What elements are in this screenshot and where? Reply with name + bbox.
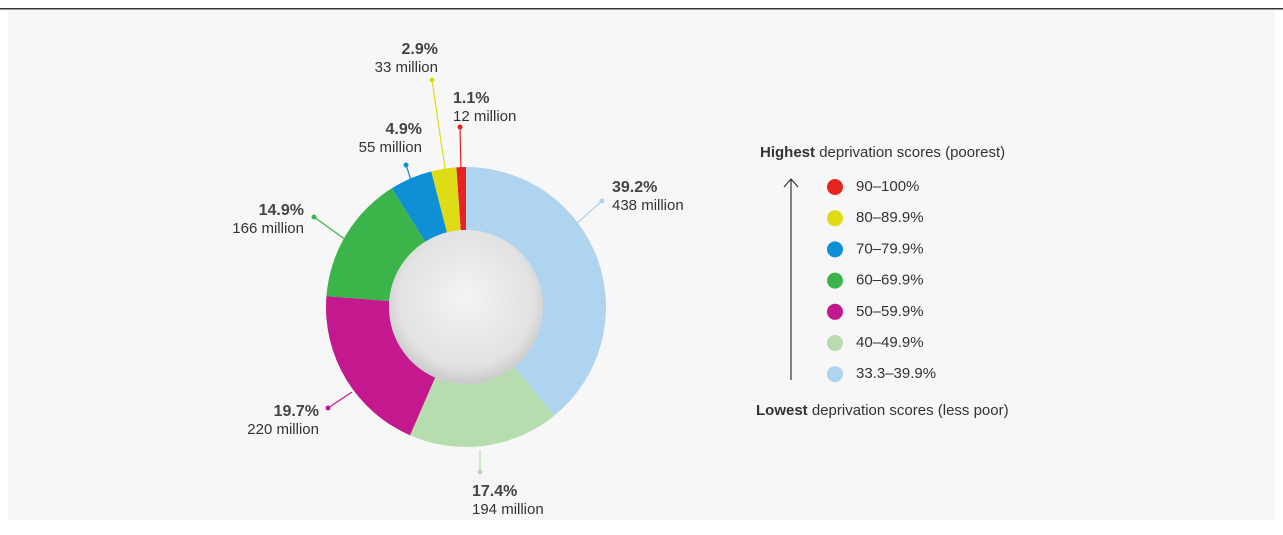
donut-hole: [389, 230, 543, 384]
donut: [325, 166, 606, 447]
donut-segment: [325, 296, 436, 436]
percent-label: 19.7%: [274, 403, 319, 420]
count-label: 55 million: [359, 139, 422, 156]
donut-segment: [431, 167, 461, 233]
percent-label: 17.4%: [472, 483, 517, 500]
legend-bottom-rest: deprivation scores (less poor): [812, 402, 1009, 419]
legend-label: 80–89.9%: [856, 209, 924, 226]
legend-label: 70–79.9%: [856, 240, 924, 257]
percent-label: 39.2%: [612, 179, 657, 196]
legend-swatch: [827, 210, 843, 227]
leader-line: [327, 391, 353, 409]
percent-label: 1.1%: [453, 90, 489, 107]
leader-dot: [325, 405, 331, 411]
leader-line: [574, 200, 603, 226]
legend-swatch: [827, 366, 843, 383]
leader-dot: [457, 124, 463, 130]
donut-segment: [466, 167, 606, 416]
leader-line: [431, 79, 448, 183]
count-label: 166 million: [232, 220, 304, 237]
legend-top: Highest deprivation scores (poorest): [760, 144, 1005, 161]
count-label: 194 million: [472, 501, 544, 518]
count-label: 33 million: [375, 59, 438, 76]
leader-dot: [477, 469, 483, 475]
count-label: 438 million: [612, 197, 684, 214]
leader-dot: [599, 198, 605, 204]
legend-arrowhead: [783, 178, 799, 188]
percent-label: 4.9%: [386, 121, 422, 138]
leader-dot: [403, 162, 409, 168]
legend-bottom-bold: Lowest: [756, 402, 808, 419]
top-rule: [0, 8, 1283, 10]
leader-line: [405, 164, 414, 187]
legend-label: 90–100%: [856, 178, 919, 195]
donut-segment: [456, 166, 466, 231]
legend-swatch: [827, 272, 843, 289]
legend-swatch: [827, 179, 843, 195]
panel: [8, 10, 1275, 520]
donut-segment: [410, 366, 555, 447]
count-label: 220 million: [247, 421, 319, 438]
legend-swatch: [827, 335, 843, 351]
donut-segment: [326, 188, 426, 302]
leader-line: [313, 216, 347, 241]
legend-swatch: [827, 303, 843, 320]
percent-label: 14.9%: [259, 202, 304, 219]
legend-top-rest: deprivation scores (poorest): [819, 144, 1005, 161]
count-label: 12 million: [453, 108, 516, 125]
legend-label: 33.3–39.9%: [856, 365, 936, 382]
legend-label: 50–59.9%: [856, 303, 924, 320]
donut-segment: [391, 171, 447, 242]
legend-swatch: [827, 241, 843, 258]
legend-label: 60–69.9%: [856, 272, 924, 289]
leader-line: [459, 126, 462, 175]
leader-dot: [311, 214, 317, 220]
percent-label: 2.9%: [402, 41, 438, 58]
leader-dot: [429, 77, 435, 83]
legend-bottom: Lowest deprivation scores (less poor): [756, 402, 1009, 419]
legend-top-bold: Highest: [760, 144, 815, 161]
legend-label: 40–49.9%: [856, 334, 924, 351]
